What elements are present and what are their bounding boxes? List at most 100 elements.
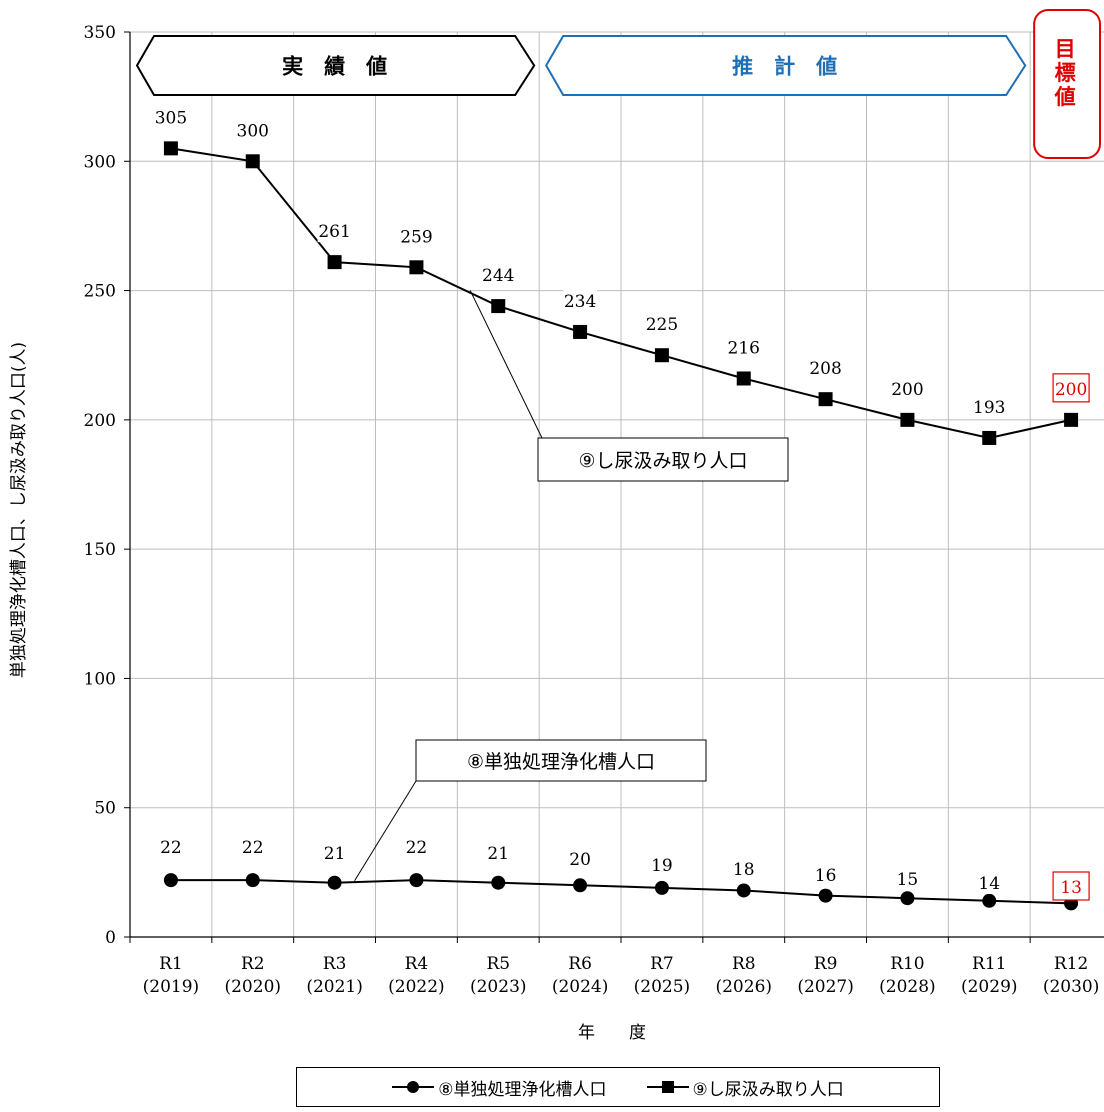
y-tick-label: 0 [105, 928, 116, 948]
x-tick-label: R5 [486, 954, 510, 974]
axes: 0 50 100 150 200 250 300 350 R1 (2019) R2 (2020) R3 (… [84, 23, 1104, 997]
data-point-square [654, 348, 669, 363]
data-labels: 22 22 21 22 21 20 19 18 16 15 14 13 305 300 261 259 244 2… [153, 104, 1090, 901]
target-header-char: 標 [1055, 61, 1076, 85]
x-tick-label: R11 [972, 954, 1006, 974]
data-label: 20 [569, 850, 591, 870]
series-line-2 [170, 147, 1072, 439]
x-tick-year-label: (2023) [470, 977, 527, 997]
data-label-bg [481, 262, 516, 287]
data-point-square [573, 324, 588, 339]
data-label-bg [235, 834, 270, 858]
data-label: 208 [809, 359, 841, 379]
data-label: 261 [318, 222, 350, 242]
data-label-bg [317, 218, 352, 243]
data-label-bg [972, 870, 1007, 894]
data-label: 22 [160, 838, 182, 858]
data-label-bg [726, 334, 761, 359]
x-tick-label: R6 [568, 954, 592, 974]
legend-label-series-1: ⑧単独処理浄化槽人口 [438, 1079, 607, 1100]
data-label-target: 200 [1055, 380, 1087, 400]
data-point-circle [818, 888, 833, 903]
data-label: 22 [406, 838, 428, 858]
data-point-square [818, 392, 833, 407]
x-tick-year-label: (2030) [1043, 977, 1100, 997]
legend-item-series-1: ⑧単独処理浄化槽人口 [392, 1075, 607, 1100]
x-tick-year-label: (2028) [879, 977, 936, 997]
callout-leader-line [469, 290, 543, 439]
data-label: 300 [237, 121, 269, 141]
period-header-label: 推 計 値 [732, 55, 837, 79]
legend-label-series-2: ⑨し尿汲み取り人口 [692, 1079, 844, 1100]
data-label: 216 [728, 338, 760, 358]
data-label-bg [563, 287, 598, 312]
data-point-circle [900, 891, 915, 906]
x-tick-year-label: (2020) [224, 977, 281, 997]
data-label-bg [399, 834, 434, 858]
data-label-bg [644, 852, 679, 876]
data-label: 21 [324, 844, 346, 864]
data-point-circle [736, 883, 751, 898]
data-point-circle [163, 873, 178, 888]
x-tick-year-label: (2029) [961, 977, 1018, 997]
data-point-circle [573, 878, 588, 893]
x-axis-title: 年 度 [578, 1023, 646, 1043]
x-tick-label: R8 [732, 954, 756, 974]
series-layer [163, 141, 1079, 911]
y-tick-label: 250 [84, 282, 116, 302]
y-axis-title: 単独処理浄化槽人口、し尿汲み取り人口(人) [9, 342, 29, 678]
y-tick-label: 150 [84, 540, 116, 560]
data-label: 225 [646, 315, 678, 335]
data-point-square [1064, 412, 1079, 427]
data-label: 234 [564, 292, 596, 312]
data-label: 15 [897, 870, 919, 890]
data-label-bg [808, 355, 843, 380]
data-label: 14 [978, 874, 1000, 894]
data-label-bg [890, 375, 925, 400]
data-label-bg [153, 104, 188, 129]
x-tick-label: R9 [814, 954, 838, 974]
data-point-circle [982, 893, 997, 908]
x-tick-year-label: (2022) [388, 977, 445, 997]
target-value-box [1052, 373, 1090, 403]
y-tick-label: 100 [84, 669, 116, 689]
data-point-square [245, 154, 260, 169]
x-tick-label: R3 [323, 954, 347, 974]
data-label: 259 [400, 227, 432, 247]
data-label: 16 [815, 866, 837, 886]
data-label-bg [808, 862, 843, 886]
legend-circle-marker-icon [392, 1081, 435, 1093]
y-tick-label: 300 [84, 152, 116, 172]
target-header-box [1033, 9, 1101, 159]
x-tick-label: R7 [650, 954, 674, 974]
data-point-square [163, 141, 178, 156]
data-label-bg [972, 393, 1007, 418]
callout-box [415, 739, 707, 782]
data-label-bg [644, 311, 679, 336]
data-label: 200 [891, 380, 923, 400]
data-point-square [736, 371, 751, 386]
data-point-circle [654, 880, 669, 895]
data-label: 305 [155, 108, 187, 128]
legend-square-marker-icon [646, 1081, 689, 1093]
series-line-1 [170, 879, 1072, 905]
callout-leader-line [354, 780, 417, 881]
data-label-bg [890, 866, 925, 890]
callout-label: ⑨し尿汲み取り人口 [578, 450, 747, 472]
period-headers: 実 績 値 推 計 値 目標値 [135, 9, 1101, 159]
x-tick-label: R2 [241, 954, 265, 974]
data-point-square [491, 299, 506, 314]
data-label: 244 [482, 266, 514, 286]
callout-box [537, 437, 789, 482]
x-tick-year-label: (2024) [552, 977, 609, 997]
target-value-box [1052, 871, 1090, 901]
x-tick-label: R10 [890, 954, 924, 974]
y-tick-label: 200 [84, 411, 116, 431]
target-header-char: 値 [1054, 85, 1076, 109]
data-label: 22 [242, 838, 264, 858]
data-label: 18 [733, 860, 755, 880]
target-header-char: 目 [1055, 37, 1076, 61]
data-label-bg [399, 223, 434, 248]
x-tick-year-label: (2026) [715, 977, 772, 997]
